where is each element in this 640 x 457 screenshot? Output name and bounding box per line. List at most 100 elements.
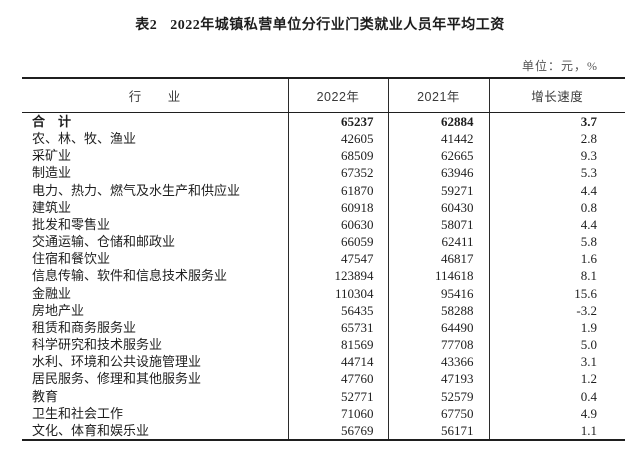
growth-cell: 4.4 [488, 215, 625, 234]
col-header-growth: 增长速度 [488, 78, 625, 113]
unit-note: 单位：元，% [522, 59, 598, 73]
col-header-2021: 2021年 [387, 78, 489, 113]
industry-cell: 水利、环境和公共设施管理业 [32, 354, 202, 370]
value-2021-cell: 43366 [387, 353, 489, 371]
value-2022-cell: 65237 [287, 112, 388, 131]
value-2022-cell: 68509 [287, 147, 388, 165]
growth-cell: 5.0 [488, 336, 625, 354]
value-2021-cell: 41442 [387, 130, 489, 148]
table-title-text: 2022年城镇私营单位分行业门类就业人员年平均工资 [170, 18, 505, 33]
table-row: 科学研究和技术服务业 81569 77708 5.0 [22, 336, 625, 354]
value-2021-cell: 67750 [387, 404, 489, 422]
value-2022-cell: 56769 [287, 421, 388, 440]
industry-cell: 教育 [32, 388, 59, 404]
growth-cell: 1.2 [488, 370, 625, 388]
table-row: 电力、热力、燃气及水生产和供应业 61870 59271 4.4 [22, 181, 625, 199]
value-2022-cell: 123894 [287, 267, 388, 285]
growth-cell: 3.7 [488, 112, 625, 131]
value-2022-cell: 61870 [287, 181, 388, 199]
value-2022-cell: 60918 [287, 198, 388, 216]
value-2021-cell: 64490 [387, 318, 489, 337]
industry-cell: 信息传输、软件和信息技术服务业 [32, 268, 228, 284]
value-2022-cell: 60630 [287, 215, 388, 234]
table-row: 信息传输、软件和信息技术服务业 123894 114618 8.1 [22, 267, 625, 285]
value-2021-cell: 47193 [387, 370, 489, 388]
value-2021-cell: 46817 [387, 250, 489, 268]
table-row: 教育 52771 52579 0.4 [22, 387, 625, 405]
table-row: 合 计 65237 62884 3.7 [22, 112, 625, 131]
value-2022-cell: 42605 [287, 130, 388, 148]
value-2021-cell: 62884 [387, 112, 489, 131]
industry-cell: 卫生和社会工作 [32, 405, 124, 421]
growth-cell: 9.3 [488, 147, 625, 165]
value-2021-cell: 95416 [387, 284, 489, 302]
value-2021-cell: 52579 [387, 387, 489, 405]
value-2021-cell: 58288 [387, 301, 489, 319]
table-row: 制造业 67352 63946 5.3 [22, 164, 625, 182]
value-2021-cell: 60430 [387, 198, 489, 216]
value-2022-cell: 71060 [287, 404, 388, 422]
industry-cell: 合 计 [32, 114, 72, 129]
page-title: 表2 2022年城镇私营单位分行业门类就业人员年平均工资 [0, 14, 640, 34]
value-2022-cell: 65731 [287, 318, 388, 337]
industry-cell: 采矿业 [32, 148, 72, 164]
table-row: 居民服务、修理和其他服务业 47760 47193 1.2 [22, 370, 625, 388]
growth-cell: 5.3 [488, 164, 625, 182]
growth-cell: 3.1 [488, 353, 625, 371]
value-2021-cell: 59271 [387, 181, 489, 199]
value-2022-cell: 66059 [287, 233, 388, 251]
value-2021-cell: 58071 [387, 215, 489, 234]
industry-cell: 交通运输、仓储和邮政业 [32, 234, 176, 250]
industry-cell: 建筑业 [32, 199, 72, 215]
table-number-label: 表2 [135, 18, 158, 33]
value-2021-cell: 62665 [387, 147, 489, 165]
growth-cell: 4.9 [488, 404, 625, 422]
growth-cell: 2.8 [488, 130, 625, 148]
growth-cell: 15.6 [488, 284, 625, 302]
industry-cell: 文化、体育和娱乐业 [32, 422, 150, 438]
value-2022-cell: 47547 [287, 250, 388, 268]
table-row: 农、林、牧、渔业 42605 41442 2.8 [22, 130, 625, 148]
value-2021-cell: 77708 [387, 336, 489, 354]
growth-cell: 8.1 [488, 267, 625, 285]
table-row: 水利、环境和公共设施管理业 44714 43366 3.1 [22, 353, 625, 371]
table-row: 批发和零售业 60630 58071 4.4 [22, 215, 625, 234]
table-row: 租赁和商务服务业 65731 64490 1.9 [22, 318, 625, 337]
value-2021-cell: 62411 [387, 233, 489, 251]
industry-cell: 农、林、牧、渔业 [32, 131, 137, 147]
growth-cell: 1.9 [488, 318, 625, 337]
industry-cell: 金融业 [32, 285, 72, 301]
industry-cell: 电力、热力、燃气及水生产和供应业 [32, 182, 241, 198]
wage-table: 行 业 2022年 2021年 增长速度 合 计 65237 62884 3.7 农、林… [22, 77, 625, 441]
table-header-row: 行 业 2022年 2021年 增长速度 [22, 78, 625, 113]
value-2021-cell: 56171 [387, 421, 489, 440]
table-row: 采矿业 68509 62665 9.3 [22, 147, 625, 165]
col-header-2022: 2022年 [287, 78, 388, 113]
growth-cell: 1.1 [488, 421, 625, 440]
table-row: 建筑业 60918 60430 0.8 [22, 198, 625, 216]
industry-cell: 科学研究和技术服务业 [32, 337, 163, 353]
value-2022-cell: 67352 [287, 164, 388, 182]
industry-cell: 居民服务、修理和其他服务业 [32, 371, 202, 387]
growth-cell: -3.2 [488, 301, 625, 319]
growth-cell: 0.8 [488, 198, 625, 216]
industry-cell: 制造业 [32, 165, 72, 181]
table-row: 交通运输、仓储和邮政业 66059 62411 5.8 [22, 233, 625, 251]
value-2022-cell: 47760 [287, 370, 388, 388]
growth-cell: 0.4 [488, 387, 625, 405]
value-2022-cell: 44714 [287, 353, 388, 371]
growth-cell: 4.4 [488, 181, 625, 199]
table-row: 房地产业 56435 58288 -3.2 [22, 301, 625, 319]
table-body: 合 计 65237 62884 3.7 农、林、牧、渔业 42605 41442 2.8 采矿业… [22, 112, 625, 440]
growth-cell: 1.6 [488, 250, 625, 268]
table-row: 金融业 110304 95416 15.6 [22, 284, 625, 302]
table-row: 卫生和社会工作 71060 67750 4.9 [22, 404, 625, 422]
value-2022-cell: 56435 [287, 301, 388, 319]
value-2022-cell: 81569 [287, 336, 388, 354]
value-2021-cell: 114618 [387, 267, 489, 285]
industry-cell: 住宿和餐饮业 [32, 251, 111, 267]
value-2022-cell: 110304 [287, 284, 388, 302]
table-row: 住宿和餐饮业 47547 46817 1.6 [22, 250, 625, 268]
table-row: 文化、体育和娱乐业 56769 56171 1.1 [22, 421, 625, 440]
industry-cell: 租赁和商务服务业 [32, 319, 137, 335]
